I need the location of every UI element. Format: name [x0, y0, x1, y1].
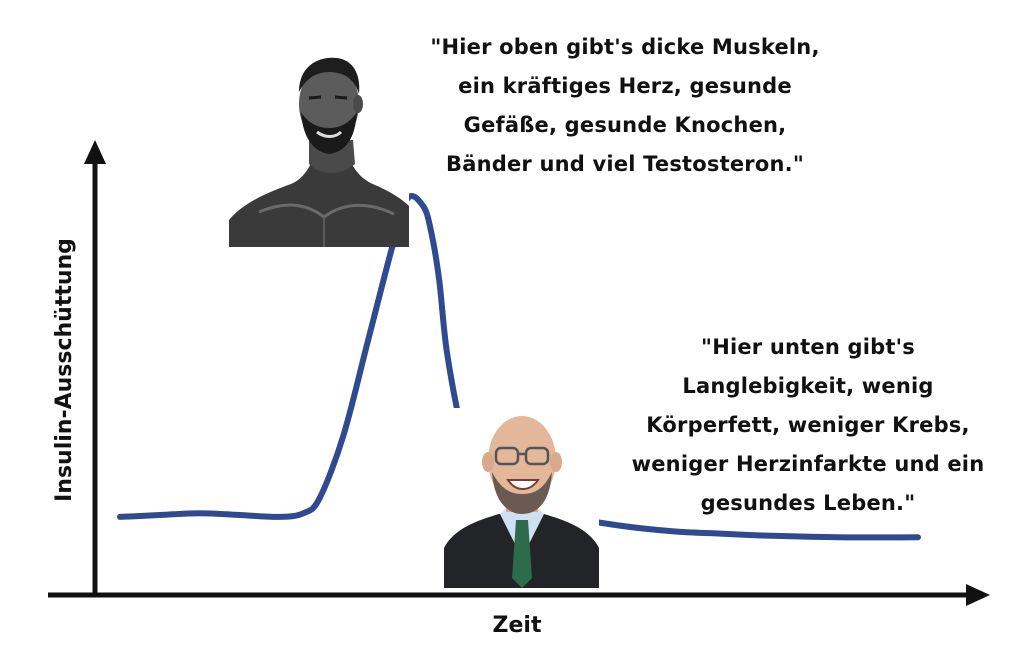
- muscular-man-photo: [229, 52, 409, 247]
- top-quote-line: ein kräftiges Herz, gesunde: [458, 74, 792, 98]
- bottom-quote-line: Körperfett, weniger Krebs,: [646, 413, 970, 437]
- y-axis-label: Insulin-Ausschüttung: [52, 238, 77, 502]
- top-quote: "Hier oben gibt's dicke Muskeln, ein krä…: [405, 28, 845, 184]
- top-quote-line: Bänder und viel Testosteron.": [446, 152, 804, 176]
- smiling-man-photo: [444, 408, 599, 588]
- bottom-quote: "Hier unten gibt's Langlebigkeit, wenig …: [598, 328, 1018, 523]
- x-axis-label: Zeit: [493, 613, 542, 638]
- bottom-quote-line: gesundes Leben.": [700, 491, 916, 515]
- bottom-quote-line: weniger Herzinfarkte und ein: [631, 452, 985, 476]
- top-quote-line: "Hier oben gibt's dicke Muskeln,: [430, 35, 820, 59]
- bottom-quote-line: "Hier unten gibt's: [701, 335, 915, 359]
- y-axis-arrowhead: [84, 140, 106, 164]
- top-quote-line: Gefäße, gesunde Knochen,: [463, 113, 787, 137]
- x-axis-arrowhead: [966, 584, 990, 606]
- bottom-quote-line: Langlebigkeit, wenig: [682, 374, 934, 398]
- insulin-curve: [117, 193, 921, 541]
